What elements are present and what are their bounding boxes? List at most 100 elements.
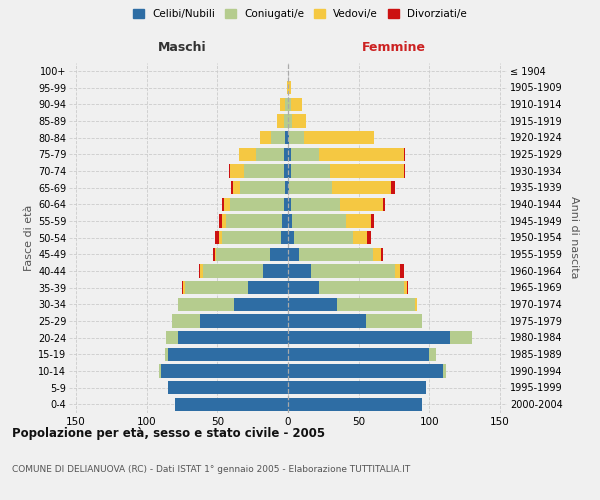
Bar [288,348,429,361]
Bar [404,148,405,161]
Bar [221,231,281,244]
Bar [288,198,291,211]
Bar [404,281,407,294]
Bar [168,381,288,394]
Bar [288,164,291,177]
Bar [175,398,288,411]
Bar [285,181,288,194]
Bar [319,281,404,294]
Bar [291,198,340,211]
Bar [166,331,178,344]
Bar [230,198,284,211]
Bar [161,364,288,378]
Bar [200,264,203,278]
Bar [292,214,346,228]
Bar [226,214,283,228]
Bar [221,214,226,228]
Bar [178,298,235,311]
Bar [284,164,288,177]
Bar [311,264,395,278]
Bar [331,164,404,177]
Bar [451,331,472,344]
Bar [229,164,230,177]
Bar [287,81,288,94]
Bar [415,298,416,311]
Bar [299,248,373,261]
Bar [395,264,400,278]
Bar [221,198,224,211]
Bar [260,131,271,144]
Bar [200,314,288,328]
Bar [256,148,284,161]
Bar [185,281,248,294]
Bar [281,231,288,244]
Bar [213,248,215,261]
Bar [400,264,404,278]
Bar [291,148,319,161]
Bar [215,231,219,244]
Bar [165,348,168,361]
Bar [391,181,395,194]
Bar [429,348,436,361]
Bar [160,364,161,378]
Text: COMUNE DI DELIANUOVA (RC) - Dati ISTAT 1° gennaio 2005 - Elaborazione TUTTITALIA: COMUNE DI DELIANUOVA (RC) - Dati ISTAT 1… [12,466,410,474]
Bar [288,81,291,94]
Bar [288,214,292,228]
Bar [269,248,288,261]
Bar [443,364,446,378]
Bar [284,114,288,128]
Bar [283,214,288,228]
Bar [232,181,233,194]
Bar [182,281,184,294]
Bar [280,98,285,111]
Y-axis label: Fasce di età: Fasce di età [23,204,34,270]
Text: Popolazione per età, sesso e stato civile - 2005: Popolazione per età, sesso e stato civil… [12,428,325,440]
Bar [319,148,404,161]
Bar [291,164,331,177]
Bar [288,314,366,328]
Bar [340,198,383,211]
Bar [271,131,285,144]
Bar [285,131,288,144]
Bar [235,298,288,311]
Bar [240,181,285,194]
Bar [277,114,284,128]
Bar [289,131,304,144]
Bar [292,114,307,128]
Bar [288,181,289,194]
Bar [224,198,230,211]
Bar [239,148,256,161]
Bar [233,181,240,194]
Bar [216,248,269,261]
Bar [219,231,221,244]
Bar [404,164,405,177]
Bar [248,281,288,294]
Bar [293,231,353,244]
Bar [366,314,422,328]
Bar [371,214,374,228]
Bar [285,98,288,111]
Bar [332,181,391,194]
Bar [199,264,200,278]
Bar [288,98,291,111]
Bar [203,264,263,278]
Bar [168,348,288,361]
Text: Femmine: Femmine [362,41,426,54]
Bar [381,248,383,261]
Bar [288,398,422,411]
Bar [346,214,371,228]
Y-axis label: Anni di nascita: Anni di nascita [569,196,580,278]
Bar [178,331,288,344]
Bar [288,131,289,144]
Bar [288,248,299,261]
Bar [288,298,337,311]
Bar [337,298,415,311]
Bar [291,98,302,111]
Legend: Celibi/Nubili, Coniugati/e, Vedovi/e, Divorziati/e: Celibi/Nubili, Coniugati/e, Vedovi/e, Di… [129,5,471,24]
Bar [288,364,443,378]
Bar [373,248,381,261]
Bar [288,264,311,278]
Bar [263,264,288,278]
Bar [289,181,332,194]
Bar [288,231,293,244]
